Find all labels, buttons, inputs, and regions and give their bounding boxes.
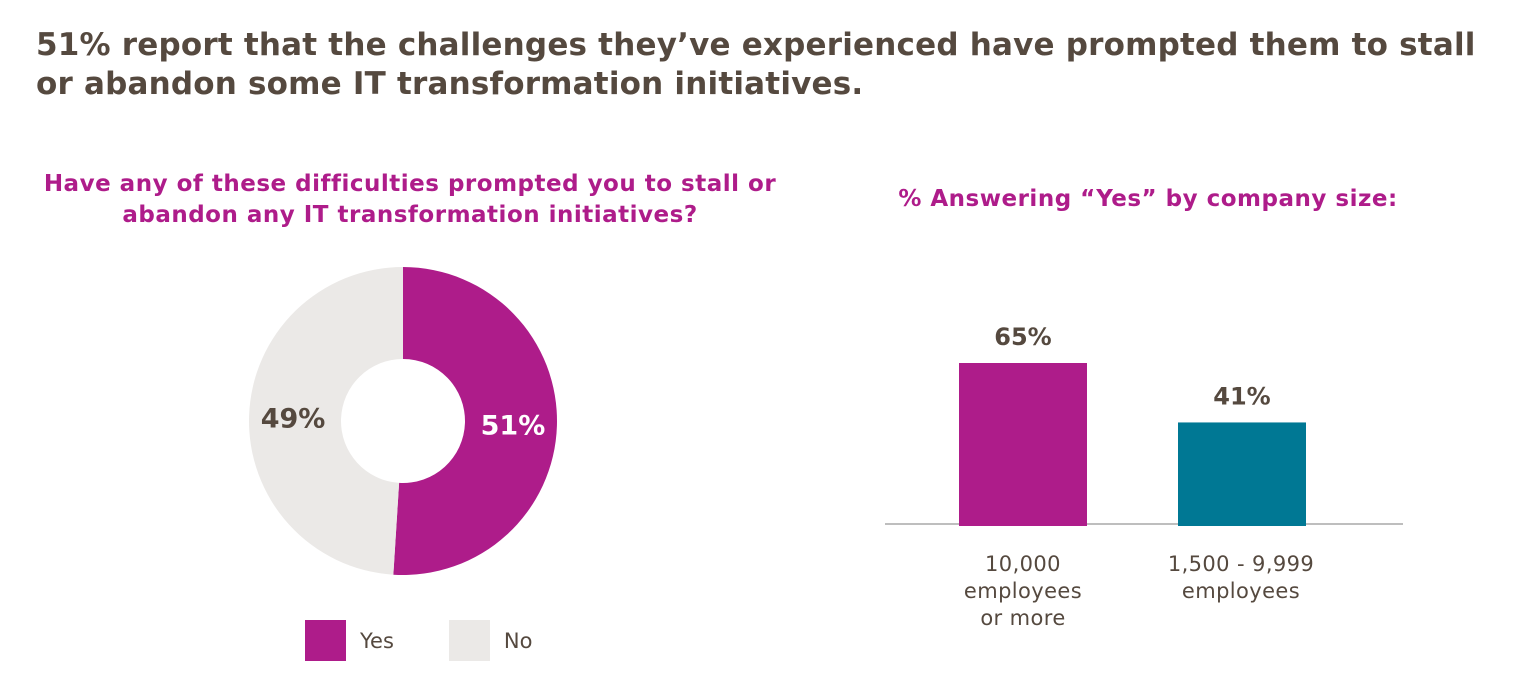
legend-item-yes: Yes <box>305 620 394 661</box>
donut-chart: 51% 49% <box>249 267 558 575</box>
donut-slice-no <box>249 267 403 575</box>
legend-swatch-no <box>448 620 490 661</box>
donut-label-yes: 51% <box>481 410 546 441</box>
donut-legend: Yes No <box>305 620 532 661</box>
bar-value-label: 41% <box>1213 382 1270 410</box>
donut-slice-yes <box>393 267 558 575</box>
bar-mid-company <box>1178 422 1306 526</box>
bar-category-label: 1,500 - 9,999 employees <box>1167 552 1315 603</box>
page-title: 51% report that the challenges they’ve e… <box>36 27 1476 102</box>
donut-label-no: 49% <box>261 404 326 435</box>
bar-large-company <box>959 363 1087 526</box>
legend-swatch-yes <box>305 620 346 661</box>
legend-item-no: No <box>448 620 533 661</box>
bar-category-label: 10,000 employees or more <box>963 552 1083 630</box>
donut-chart-title: Have any of these difficulties prompted … <box>43 171 777 228</box>
bar-value-label: 65% <box>994 323 1051 351</box>
legend-label-yes: Yes <box>360 628 394 653</box>
bar-chart: 65% 41% <box>885 323 1403 526</box>
legend-label-no: No <box>503 628 533 653</box>
bar-chart-title: % Answering “Yes” by company size: <box>898 186 1398 212</box>
